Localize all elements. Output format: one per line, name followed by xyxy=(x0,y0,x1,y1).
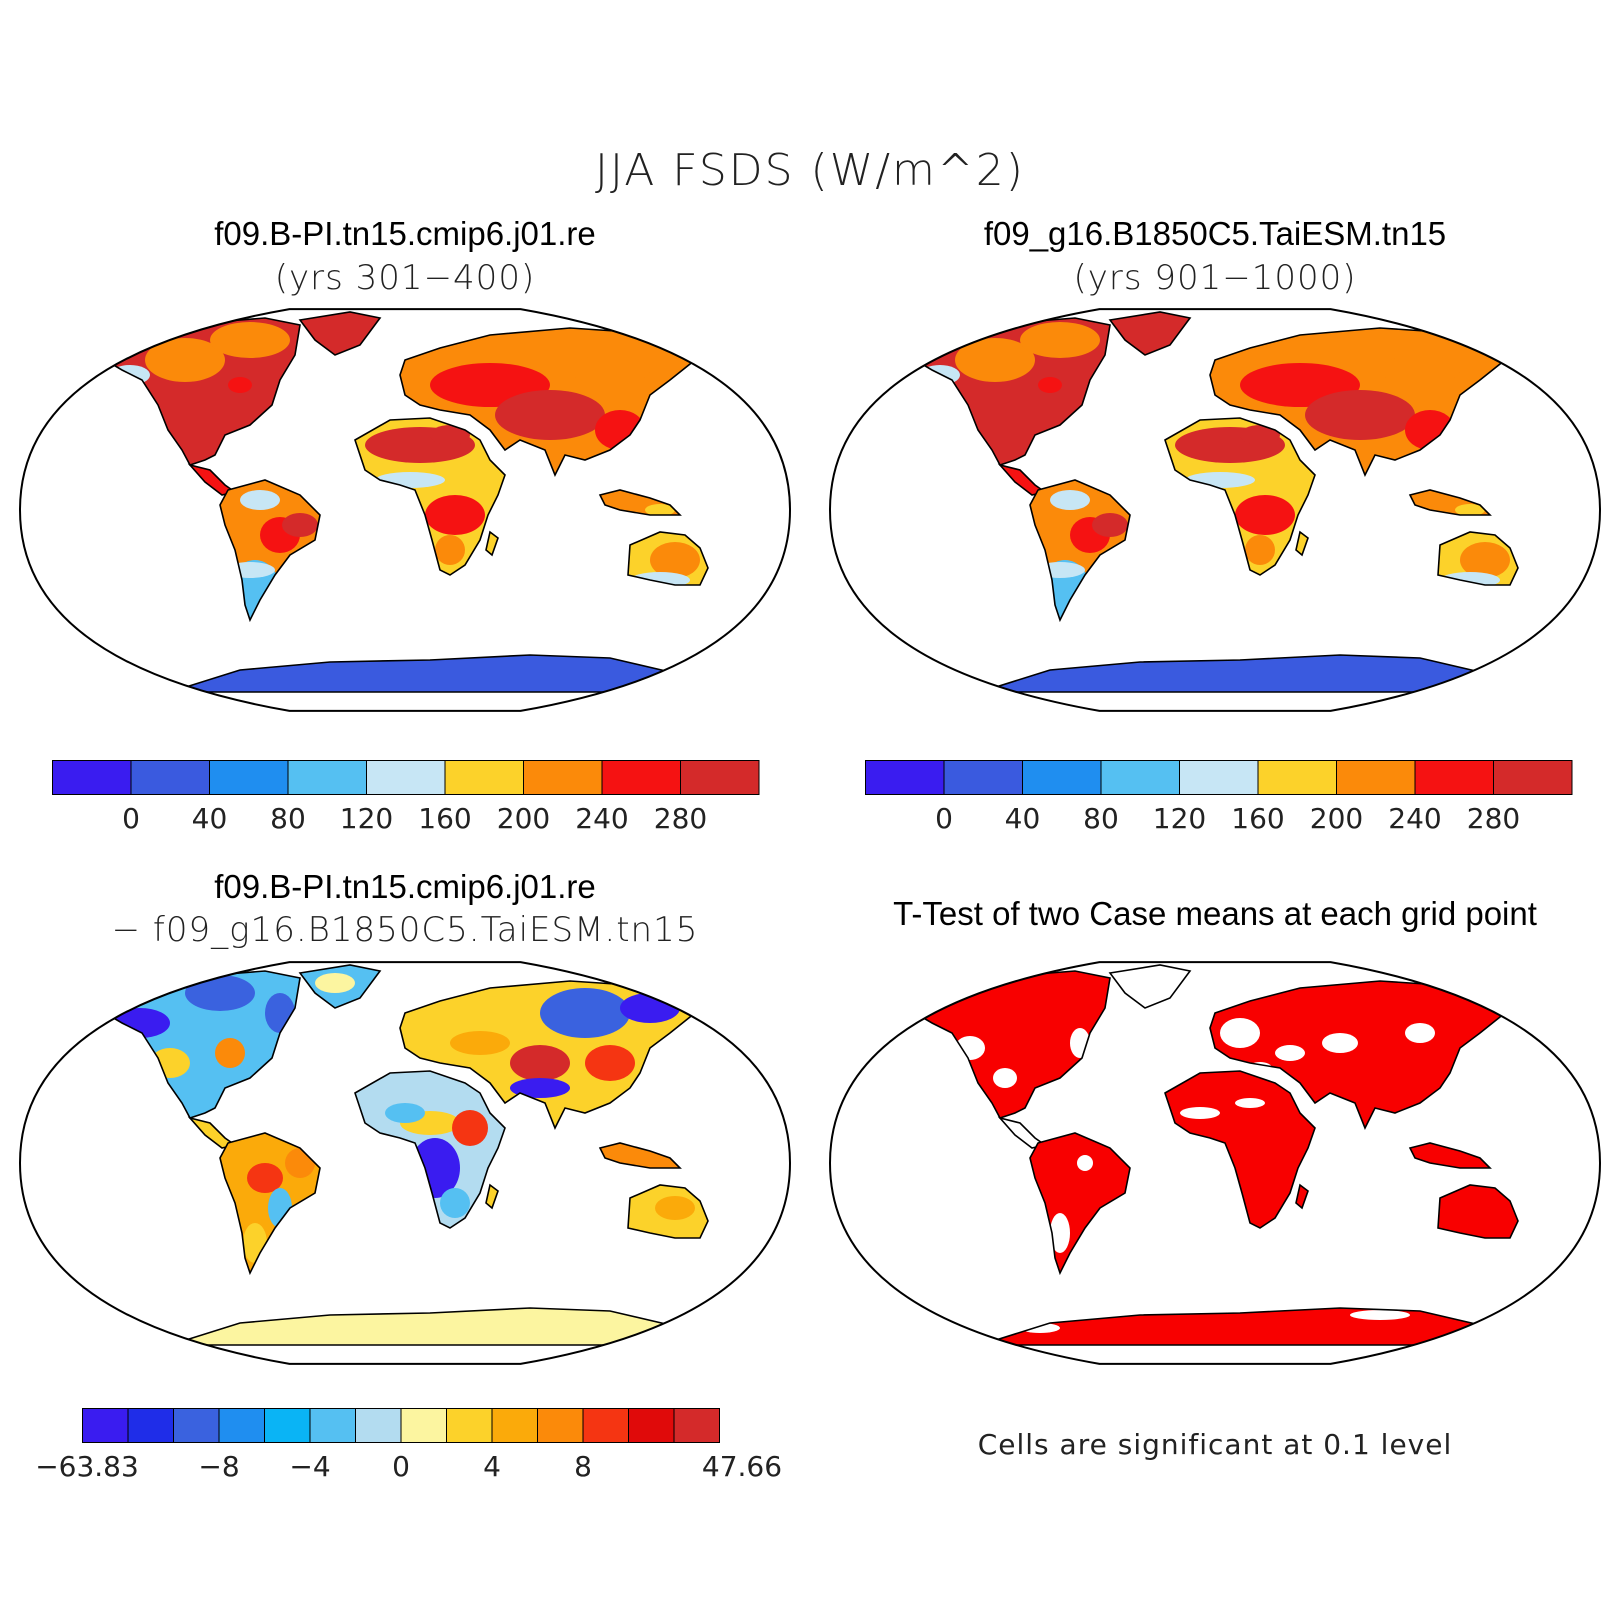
colorbar-tick-label: 8 xyxy=(574,1450,592,1483)
colorbar-panel-1: 0 40 80 120 160 200 240 280 xyxy=(52,760,760,835)
significance-note: Cells are significant at 0.1 level xyxy=(977,1428,1453,1461)
colorbar-swatch xyxy=(130,760,210,795)
colorbar-tick-label: 120 xyxy=(1153,802,1206,835)
colorbar-tick-label: 0 xyxy=(122,802,140,835)
map-panel-3 xyxy=(18,961,792,1365)
colorbar-swatch xyxy=(673,1408,720,1443)
colorbar-swatch xyxy=(264,1408,311,1443)
colorbar-swatch xyxy=(366,760,446,795)
colorbar-swatch xyxy=(680,760,760,795)
colorbar-swatch xyxy=(601,760,681,795)
colorbar-tick-label: 160 xyxy=(418,802,471,835)
colorbar-swatch xyxy=(491,1408,538,1443)
panel1-title: f09.B-PI.tn15.cmip6.j01.re xyxy=(214,215,596,252)
colorbar-swatch xyxy=(582,1408,629,1443)
colorbar-swatch xyxy=(1493,760,1573,795)
colorbar-swatch xyxy=(1257,760,1337,795)
colorbar-tick-label: 280 xyxy=(1467,802,1520,835)
colorbar-tick-label: −4 xyxy=(289,1450,330,1483)
colorbar-swatch xyxy=(82,1408,129,1443)
panel2-subtitle: (yrs 901−1000) xyxy=(1073,258,1357,298)
colorbar-tick-label: 40 xyxy=(192,802,228,835)
colorbar-swatch xyxy=(1100,760,1180,795)
colorbar-swatch xyxy=(52,760,132,795)
colorbar-tick-label: 4 xyxy=(483,1450,501,1483)
colorbar-swatch xyxy=(1336,760,1416,795)
colorbar-tick-label: 280 xyxy=(654,802,707,835)
colorbar-swatch xyxy=(173,1408,220,1443)
colorbar-tick-label: 40 xyxy=(1005,802,1041,835)
colorbar-swatch xyxy=(355,1408,402,1443)
map-panel-2 xyxy=(828,308,1602,712)
colorbar-swatch xyxy=(127,1408,174,1443)
colorbar-swatch xyxy=(287,760,367,795)
colorbar-swatch xyxy=(444,760,524,795)
colorbar-swatch xyxy=(523,760,603,795)
colorbar-tick-label: −63.83 xyxy=(35,1450,139,1483)
panel3-subtitle: − f09_g16.B1850C5.TaiESM.tn15 xyxy=(111,910,699,950)
colorbar-swatch xyxy=(1414,760,1494,795)
colorbar-tick-label: 80 xyxy=(1083,802,1119,835)
figure-title: JJA FSDS (W/m^2) xyxy=(595,145,1025,196)
colorbar-tick-label: 200 xyxy=(497,802,550,835)
colorbar-tick-label: 240 xyxy=(1388,802,1441,835)
colorbar-tick-label: −8 xyxy=(198,1450,239,1483)
colorbar-swatch xyxy=(865,760,945,795)
colorbar-tick-label: 120 xyxy=(340,802,393,835)
colorbar-tick-label: 160 xyxy=(1231,802,1284,835)
colorbar-tick-label: 200 xyxy=(1310,802,1363,835)
colorbar-swatch xyxy=(209,760,289,795)
colorbar-tick-label: 80 xyxy=(270,802,306,835)
colorbar-swatch xyxy=(1179,760,1259,795)
panel4-title: T-Test of two Case means at each grid po… xyxy=(893,895,1537,932)
colorbar-swatch xyxy=(628,1408,675,1443)
colorbar-swatch xyxy=(537,1408,584,1443)
colorbar-swatch xyxy=(218,1408,265,1443)
map-panel-1 xyxy=(18,308,792,712)
colorbar-swatch xyxy=(400,1408,447,1443)
colorbar-panel-2: 0 40 80 120 160 200 240 280 xyxy=(865,760,1573,835)
colorbar-swatch xyxy=(1022,760,1102,795)
panel2-title: f09_g16.B1850C5.TaiESM.tn15 xyxy=(983,215,1447,252)
colorbar-tick-label: 240 xyxy=(575,802,628,835)
colorbar-tick-label: 47.66 xyxy=(702,1450,782,1483)
map-panel-4 xyxy=(828,961,1602,1365)
colorbar-tick-label: 0 xyxy=(935,802,953,835)
panel3-title: f09.B-PI.tn15.cmip6.j01.re xyxy=(214,868,596,905)
colorbar-swatch xyxy=(309,1408,356,1443)
colorbar-swatch xyxy=(943,760,1023,795)
panel1-subtitle: (yrs 301−400) xyxy=(274,258,536,298)
colorbar-panel-3: −63.83 −8 −4 0 4 8 47.66 xyxy=(35,1408,782,1483)
colorbar-swatch xyxy=(446,1408,493,1443)
colorbar-tick-label: 0 xyxy=(392,1450,410,1483)
